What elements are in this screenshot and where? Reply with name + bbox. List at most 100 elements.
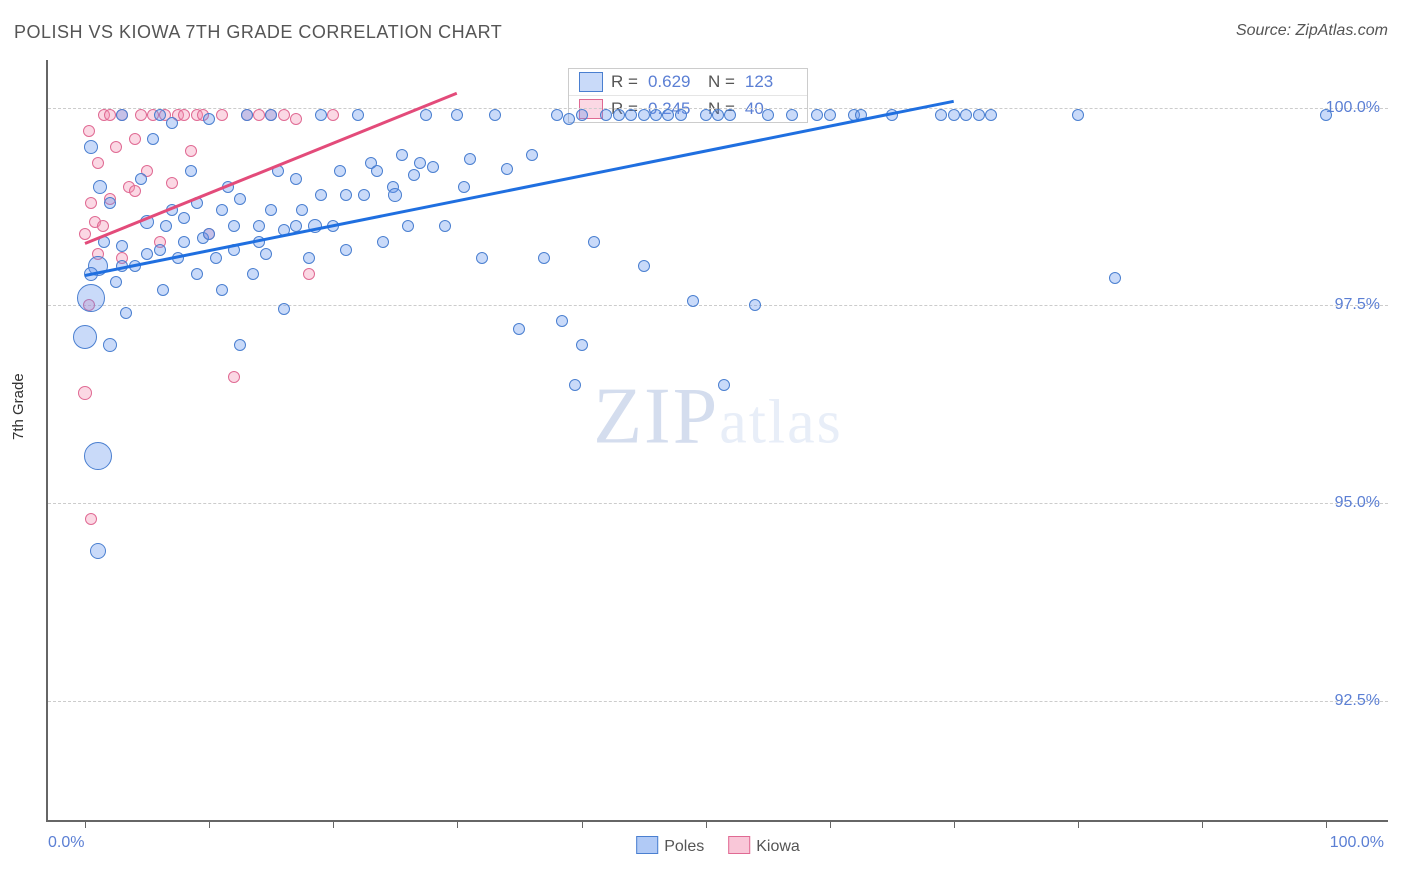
point-poles	[203, 228, 215, 240]
point-kiowa	[228, 371, 240, 383]
point-poles	[228, 220, 240, 232]
point-poles	[464, 153, 476, 165]
x-tick	[333, 820, 334, 828]
point-poles	[178, 212, 190, 224]
point-poles	[216, 284, 228, 296]
point-poles	[576, 109, 588, 121]
point-kiowa	[92, 157, 104, 169]
point-poles	[116, 240, 128, 252]
x-tick	[1078, 820, 1079, 828]
point-poles	[569, 379, 581, 391]
point-kiowa	[290, 113, 302, 125]
point-poles	[103, 338, 117, 352]
point-poles	[749, 299, 761, 311]
point-kiowa	[79, 228, 91, 240]
point-poles	[210, 252, 222, 264]
point-poles	[414, 157, 426, 169]
point-poles	[420, 109, 432, 121]
point-poles	[948, 109, 960, 121]
point-poles	[234, 339, 246, 351]
point-poles	[157, 284, 169, 296]
point-kiowa	[216, 109, 228, 121]
point-poles	[556, 315, 568, 327]
point-poles	[513, 323, 525, 335]
point-poles	[191, 268, 203, 280]
x-axis-min: 0.0%	[48, 834, 84, 852]
point-kiowa	[97, 220, 109, 232]
point-poles	[234, 193, 246, 205]
point-poles	[241, 109, 253, 121]
point-poles	[811, 109, 823, 121]
x-tick	[706, 820, 707, 828]
legend-item-kiowa: Kiowa	[728, 836, 800, 856]
point-poles	[203, 113, 215, 125]
point-poles	[396, 149, 408, 161]
point-poles	[408, 169, 420, 181]
chart-source: Source: ZipAtlas.com	[1236, 22, 1388, 40]
y-tick-label: 100.0%	[1326, 99, 1380, 117]
point-poles	[613, 109, 625, 121]
point-kiowa	[129, 185, 141, 197]
point-poles	[334, 165, 346, 177]
y-tick-label: 92.5%	[1335, 692, 1380, 710]
point-kiowa	[185, 145, 197, 157]
point-poles	[371, 165, 383, 177]
point-poles	[84, 442, 112, 470]
point-poles	[290, 173, 302, 185]
point-poles	[985, 109, 997, 121]
point-poles	[439, 220, 451, 232]
point-poles	[160, 220, 172, 232]
point-kiowa	[104, 109, 116, 121]
point-kiowa	[83, 125, 95, 137]
point-poles	[489, 109, 501, 121]
point-kiowa	[303, 268, 315, 280]
point-poles	[638, 109, 650, 121]
point-poles	[588, 236, 600, 248]
point-poles	[185, 165, 197, 177]
y-tick-label: 95.0%	[1335, 494, 1380, 512]
point-poles	[526, 149, 538, 161]
point-poles	[458, 181, 470, 193]
point-kiowa	[110, 141, 122, 153]
point-poles	[935, 109, 947, 121]
point-poles	[265, 109, 277, 121]
point-kiowa	[85, 513, 97, 525]
point-poles	[762, 109, 774, 121]
legend-swatch-kiowa-icon	[728, 836, 750, 854]
point-poles	[675, 109, 687, 121]
point-poles	[712, 109, 724, 121]
point-poles	[260, 248, 272, 260]
point-poles	[650, 109, 662, 121]
point-poles	[178, 236, 190, 248]
point-poles	[501, 163, 513, 175]
point-poles	[104, 197, 116, 209]
chart-title: POLISH VS KIOWA 7TH GRADE CORRELATION CH…	[14, 22, 502, 43]
point-poles	[377, 236, 389, 248]
point-poles	[358, 189, 370, 201]
point-poles	[141, 248, 153, 260]
legend-item-poles: Poles	[636, 836, 704, 856]
point-poles	[154, 244, 166, 256]
point-poles	[538, 252, 550, 264]
gridline	[48, 305, 1388, 306]
point-poles	[724, 109, 736, 121]
point-poles	[216, 204, 228, 216]
point-poles	[120, 307, 132, 319]
point-kiowa	[135, 109, 147, 121]
point-kiowa	[253, 109, 265, 121]
swatch-poles-icon	[579, 72, 603, 92]
gridline	[48, 701, 1388, 702]
point-poles	[1320, 109, 1332, 121]
point-poles	[154, 109, 166, 121]
point-poles	[388, 188, 402, 202]
point-poles	[551, 109, 563, 121]
point-poles	[625, 109, 637, 121]
point-poles	[476, 252, 488, 264]
point-poles	[315, 109, 327, 121]
point-poles	[786, 109, 798, 121]
point-kiowa	[278, 109, 290, 121]
point-poles	[451, 109, 463, 121]
x-tick	[1326, 820, 1327, 828]
point-poles	[340, 244, 352, 256]
point-poles	[116, 109, 128, 121]
